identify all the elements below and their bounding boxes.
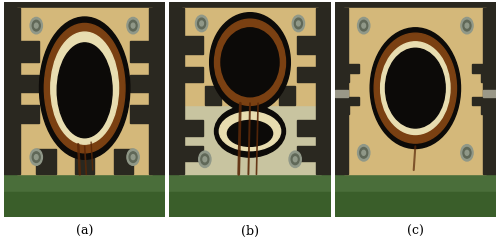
Bar <box>297 146 318 161</box>
Circle shape <box>289 151 302 168</box>
Circle shape <box>358 17 370 34</box>
Circle shape <box>296 21 300 26</box>
Ellipse shape <box>51 32 118 144</box>
Bar <box>4 8 20 174</box>
Bar <box>344 73 349 82</box>
Circle shape <box>374 33 456 143</box>
Circle shape <box>386 48 445 128</box>
Circle shape <box>294 157 297 162</box>
Ellipse shape <box>228 120 272 146</box>
Bar <box>17 75 40 92</box>
Bar <box>182 67 203 82</box>
Bar <box>149 8 166 174</box>
Circle shape <box>131 23 135 28</box>
Circle shape <box>129 152 137 163</box>
Bar <box>472 97 486 105</box>
Circle shape <box>358 145 370 161</box>
Text: (b): (b) <box>241 225 259 238</box>
Circle shape <box>292 15 304 32</box>
Bar <box>179 84 321 174</box>
Circle shape <box>291 154 299 165</box>
Ellipse shape <box>214 19 286 105</box>
Circle shape <box>32 20 40 31</box>
Bar <box>182 36 203 54</box>
Ellipse shape <box>210 13 290 112</box>
Bar <box>482 103 486 114</box>
Bar <box>297 120 318 136</box>
Bar <box>344 97 359 105</box>
Bar <box>17 105 40 123</box>
Circle shape <box>32 152 40 163</box>
Bar <box>205 86 221 105</box>
Circle shape <box>461 17 473 34</box>
Circle shape <box>360 20 368 31</box>
Circle shape <box>127 17 139 34</box>
Bar <box>482 73 486 82</box>
Circle shape <box>294 18 302 29</box>
Circle shape <box>127 149 139 165</box>
Circle shape <box>201 154 209 165</box>
Circle shape <box>30 17 42 34</box>
Circle shape <box>34 155 38 160</box>
Bar <box>344 65 359 73</box>
Circle shape <box>30 149 42 165</box>
Bar <box>483 8 496 174</box>
Bar <box>4 192 166 217</box>
Bar <box>483 90 496 97</box>
Ellipse shape <box>221 28 279 97</box>
Bar <box>170 192 330 217</box>
Bar <box>334 8 347 174</box>
Ellipse shape <box>57 43 112 138</box>
Bar <box>334 192 496 217</box>
Circle shape <box>129 20 137 31</box>
Bar <box>344 8 486 174</box>
Circle shape <box>463 147 471 158</box>
Bar <box>279 86 295 105</box>
Bar <box>17 41 40 62</box>
Circle shape <box>34 23 38 28</box>
Bar <box>4 170 166 217</box>
Bar <box>242 86 258 105</box>
Circle shape <box>370 28 460 148</box>
Bar <box>170 8 184 174</box>
Bar <box>170 170 330 217</box>
Bar <box>297 36 318 54</box>
Bar <box>36 148 56 174</box>
Bar <box>297 67 318 82</box>
Bar <box>334 170 496 217</box>
Bar <box>130 105 152 123</box>
Circle shape <box>198 151 211 168</box>
Circle shape <box>463 20 471 31</box>
Text: (c): (c) <box>407 225 424 238</box>
Bar <box>316 8 330 174</box>
Bar <box>472 65 486 73</box>
Text: (a): (a) <box>76 225 94 238</box>
Circle shape <box>196 15 207 32</box>
Bar <box>114 148 133 174</box>
Ellipse shape <box>220 112 280 151</box>
Bar <box>75 148 94 174</box>
Circle shape <box>380 42 450 135</box>
Ellipse shape <box>214 105 286 157</box>
Bar <box>334 90 347 97</box>
Circle shape <box>131 155 135 160</box>
Circle shape <box>362 150 366 155</box>
Bar <box>182 146 203 161</box>
Bar <box>182 120 203 136</box>
Circle shape <box>198 18 205 29</box>
Ellipse shape <box>40 17 130 159</box>
Circle shape <box>200 21 203 26</box>
Circle shape <box>465 23 469 28</box>
Bar <box>130 41 152 62</box>
Bar <box>17 8 152 174</box>
Bar <box>344 103 349 114</box>
Bar <box>182 8 318 105</box>
Circle shape <box>203 157 206 162</box>
Circle shape <box>362 23 366 28</box>
Bar <box>130 75 152 92</box>
Circle shape <box>360 147 368 158</box>
Circle shape <box>465 150 469 155</box>
Circle shape <box>461 145 473 161</box>
Ellipse shape <box>44 23 125 153</box>
